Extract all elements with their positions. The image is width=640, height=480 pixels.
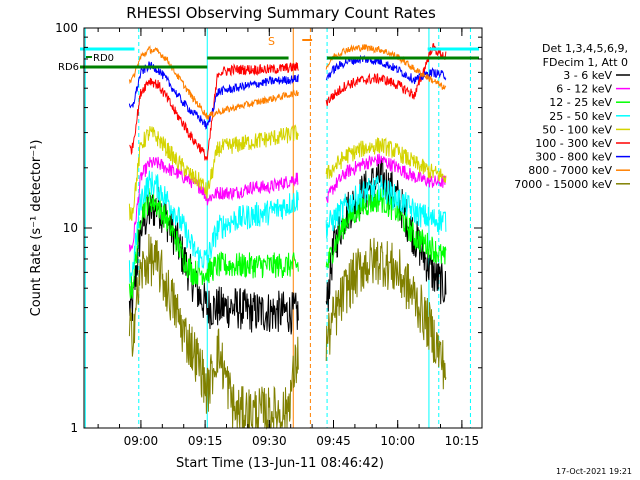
series-line-5-0 [129, 62, 299, 161]
series-4 [128, 124, 447, 221]
y-tick-label-2: 100 [55, 21, 78, 35]
legend-label-4: 50 - 100 keV [542, 123, 612, 136]
series-line-6-1 [325, 54, 447, 85]
series-line-3-1 [325, 175, 447, 239]
y-tick-label-0: 1 [70, 421, 78, 435]
x-tick-label-5: 10:15 [445, 434, 480, 448]
series-line-2-0 [128, 188, 299, 299]
rd0-label: RD0 [93, 53, 114, 64]
series-line-8-0 [128, 233, 299, 430]
x-tick-label-2: 09:30 [252, 434, 287, 448]
x-tick-label-0: 09:00 [124, 434, 159, 448]
series-7 [128, 43, 447, 120]
series-line-4-1 [325, 137, 447, 183]
s-flag-label: S [268, 35, 275, 48]
legend-label-3: 25 - 50 keV [549, 110, 612, 123]
legend: Det 1,3,4,5,6,9,FDecim 1, Att 03 - 6 keV… [514, 42, 630, 191]
x-tick-label-3: 09:45 [316, 434, 351, 448]
series-6 [128, 54, 447, 130]
legend-label-8: 7000 - 15000 keV [514, 178, 612, 191]
x-tick-label-4: 10:00 [380, 434, 415, 448]
legend-header-0: Det 1,3,4,5,6,9, [542, 42, 628, 55]
legend-label-1: 6 - 12 keV [556, 83, 612, 96]
x-tick-label-1: 09:15 [188, 434, 223, 448]
legend-label-2: 12 - 25 keV [549, 96, 612, 109]
series-5 [129, 43, 447, 161]
y-axis: 1 10 100 [55, 21, 482, 435]
series-3 [128, 170, 447, 283]
series-1 [128, 153, 447, 253]
series-line-7-1 [325, 43, 447, 90]
legend-label-0: 3 - 6 keV [563, 69, 612, 82]
annotations: RD0 RD6 S 17-Oct-2021 19:21 [58, 35, 632, 476]
footer-date: 17-Oct-2021 19:21 [556, 467, 632, 476]
series-line-8-1 [325, 237, 447, 390]
series-line-7-0 [128, 45, 299, 120]
rd6-label: RD6 [58, 62, 79, 73]
legend-label-6: 300 - 800 keV [535, 151, 612, 164]
y-tick-label-1: 10 [63, 221, 78, 235]
series-line-5-1 [325, 43, 447, 106]
legend-label-5: 100 - 300 keV [535, 137, 612, 150]
x-axis-label: Start Time (13-Jun-11 08:46:42) [176, 456, 384, 471]
series-line-3-0 [128, 170, 299, 283]
series-line-4-0 [128, 124, 299, 221]
series-8 [128, 233, 447, 430]
x-axis: 09:00 09:15 09:30 09:45 10:00 10:15 [97, 28, 480, 448]
series-line-1-0 [128, 156, 299, 253]
y-axis-label: Count Rate (s⁻¹ detector⁻¹) [29, 140, 44, 317]
legend-header-1: FDecim 1, Att 0 [543, 56, 628, 69]
series-2 [128, 188, 447, 299]
plot-area [80, 28, 480, 430]
series-line-2-1 [325, 188, 447, 269]
legend-label-7: 800 - 7000 keV [528, 164, 612, 177]
chart-title: RHESSI Observing Summary Count Rates [126, 4, 436, 22]
series-line-1-1 [325, 153, 447, 203]
series-line-6-0 [128, 61, 299, 130]
